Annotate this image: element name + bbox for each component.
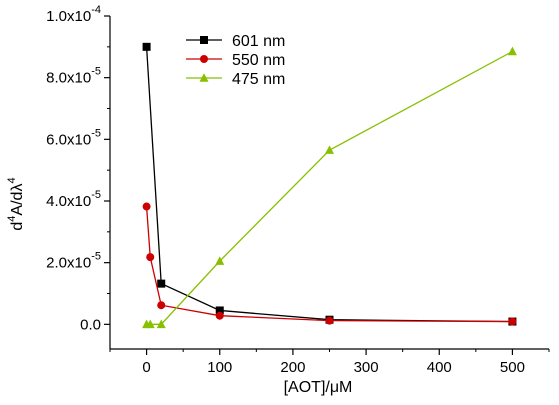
data-point [156, 319, 166, 329]
data-point [507, 46, 517, 56]
x-tick-label: 300 [354, 359, 379, 376]
data-point [157, 279, 166, 288]
legend-label: 601 nm [232, 33, 285, 50]
data-point [215, 306, 224, 315]
series-550-nm [142, 202, 517, 326]
data-point [142, 202, 151, 211]
data-point [142, 42, 151, 51]
y-tick-label: 8.0x10-5 [46, 66, 101, 87]
legend-item: 475 nm [186, 71, 285, 88]
y-tick-label: 0.0 [80, 316, 101, 333]
y-tick-label: 6.0x10-5 [46, 127, 101, 148]
x-tick-label: 500 [500, 359, 525, 376]
legend: 601 nm 550 nm 475 nm [186, 33, 285, 88]
series-475-nm [142, 46, 517, 329]
y-tick-label: 1.0x10-4 [46, 4, 101, 25]
legend-label: 550 nm [232, 52, 285, 69]
data-point [145, 319, 155, 329]
y-axis-label: d4A/dλ4 [6, 177, 26, 230]
legend-item: 601 nm [186, 33, 285, 50]
x-axis-label: [AOT]/μM [284, 379, 353, 396]
series-layer [142, 42, 517, 329]
legend-marker [200, 55, 208, 63]
data-point [215, 256, 225, 265]
data-point [157, 301, 166, 310]
legend-item: 550 nm [186, 52, 285, 69]
y-tick-label: 4.0x10-5 [46, 189, 101, 210]
x-tick-label: 400 [427, 359, 452, 376]
x-tick-label: 0 [142, 359, 150, 376]
axes: 0 100 200 300 400 500 0.0 2.0x10-5 4.0x10-5 6.0x1… [46, 4, 550, 376]
data-point [508, 317, 517, 326]
data-point [215, 311, 224, 320]
series-line [146, 50, 513, 325]
legend-marker [200, 36, 208, 44]
data-point [325, 145, 334, 154]
legend-label: 475 nm [232, 71, 285, 88]
series-line [145, 206, 513, 323]
x-tick-label: 200 [280, 359, 305, 376]
data-point [325, 316, 334, 325]
data-point [146, 253, 155, 262]
legend-marker [199, 73, 209, 82]
x-tick-label: 100 [207, 359, 232, 376]
y-tick-label: 2.0x10-5 [46, 251, 101, 272]
